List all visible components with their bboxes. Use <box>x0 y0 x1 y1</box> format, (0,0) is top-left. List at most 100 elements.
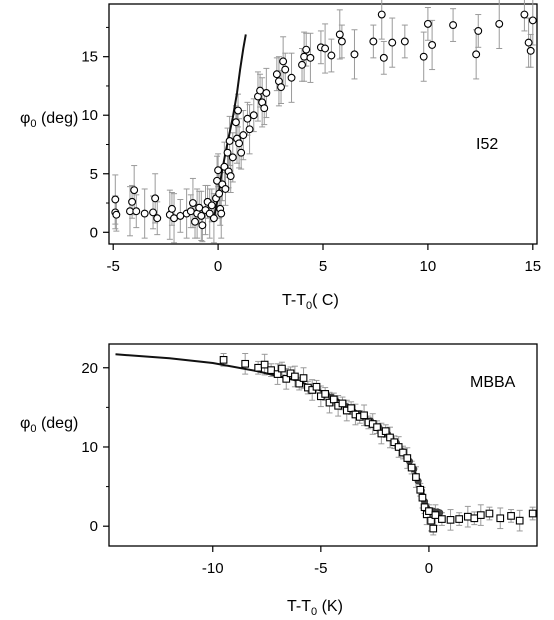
data-point <box>300 52 309 61</box>
data-point <box>360 411 368 420</box>
data-point <box>495 19 504 28</box>
bottom-ticks: -10 -5 0 0 10 20 <box>81 360 433 577</box>
data-point <box>455 515 464 523</box>
data-point <box>197 211 206 220</box>
x-tick-label: 15 <box>524 258 541 275</box>
data-point <box>228 153 237 162</box>
x-tick-label: 10 <box>420 258 437 275</box>
data-point <box>281 65 290 74</box>
data-point <box>112 210 121 219</box>
data-point <box>321 44 330 53</box>
data-point <box>476 511 485 519</box>
data-point <box>262 89 271 97</box>
data-point <box>403 454 412 462</box>
data-point <box>528 509 537 518</box>
bottom-plot-frame <box>108 343 538 547</box>
data-point <box>277 83 285 92</box>
data-point <box>446 516 455 524</box>
data-point <box>485 509 494 518</box>
data-point <box>287 73 296 82</box>
data-point <box>423 19 432 28</box>
top-panel: -5 0 5 10 15 0 5 10 15 I52 φ0 (deg) T-T0( C) <box>20 0 541 312</box>
data-point <box>369 37 378 46</box>
data-point <box>329 395 338 404</box>
x-tick-label: 0 <box>214 258 222 275</box>
data-point <box>295 379 304 388</box>
data-point <box>302 45 311 54</box>
x-tick-label: -5 <box>314 560 327 577</box>
data-point <box>198 221 207 230</box>
data-point <box>337 37 346 46</box>
data-point <box>418 493 427 502</box>
data-point <box>299 374 308 382</box>
data-point <box>130 186 139 195</box>
data-point <box>306 53 315 62</box>
data-point <box>526 46 535 55</box>
data-point <box>419 52 428 61</box>
data-point <box>427 516 435 525</box>
data-point <box>231 118 240 127</box>
data-point <box>449 21 458 30</box>
top-ticks: -5 0 5 10 15 0 5 10 15 <box>81 26 541 275</box>
data-point <box>209 214 218 223</box>
data-point <box>321 390 330 398</box>
data-point <box>207 201 216 210</box>
data-point <box>298 60 306 69</box>
data-point <box>239 131 248 140</box>
data-point <box>243 114 252 123</box>
data-point <box>394 443 403 451</box>
y-tick-label: 15 <box>81 49 98 66</box>
data-point <box>496 514 505 523</box>
data-point <box>528 16 537 25</box>
top-x-axis-label: T-T0( C) <box>282 292 339 312</box>
data-point <box>267 366 275 374</box>
x-tick-label: 0 <box>425 560 433 577</box>
top-annotation: I52 <box>476 136 498 153</box>
data-point <box>515 516 524 525</box>
data-point <box>431 511 440 519</box>
top-y-axis-label: φ0 (deg) <box>20 110 78 130</box>
data-point <box>425 507 433 515</box>
data-point <box>412 473 420 481</box>
data-point <box>260 104 269 113</box>
data-point <box>278 364 286 373</box>
data-point <box>215 189 224 198</box>
data-point <box>128 197 137 206</box>
data-point <box>225 137 234 145</box>
data-point <box>272 70 281 79</box>
data-point <box>219 355 228 364</box>
data-point <box>463 512 472 521</box>
data-point <box>260 360 269 369</box>
data-point <box>153 214 162 223</box>
data-point <box>291 372 299 381</box>
y-tick-label: 0 <box>90 518 98 535</box>
y-tick-label: 10 <box>81 439 98 456</box>
data-point <box>223 148 232 157</box>
data-point <box>428 41 437 49</box>
data-point <box>390 438 399 447</box>
data-point <box>377 10 386 19</box>
data-point <box>140 209 149 218</box>
data-point <box>241 359 250 368</box>
bottom-y-axis-label: φ0 (deg) <box>20 415 78 435</box>
data-point <box>191 217 199 226</box>
data-point <box>226 172 235 181</box>
data-point <box>470 514 479 523</box>
data-point <box>245 125 254 134</box>
data-point <box>338 399 347 408</box>
data-point <box>234 106 242 115</box>
data-point <box>149 208 158 217</box>
y-tick-label: 5 <box>90 166 98 183</box>
data-point <box>429 524 438 533</box>
data-point <box>474 26 483 35</box>
data-point <box>221 185 230 193</box>
data-point <box>416 485 425 494</box>
data-point <box>312 382 321 391</box>
data-point <box>151 194 160 203</box>
data-point <box>111 195 120 204</box>
data-point <box>388 38 397 47</box>
bottom-annotation: MBBA <box>470 374 516 391</box>
data-point <box>472 50 481 59</box>
data-point <box>249 111 258 120</box>
x-tick-label: -5 <box>107 258 120 275</box>
